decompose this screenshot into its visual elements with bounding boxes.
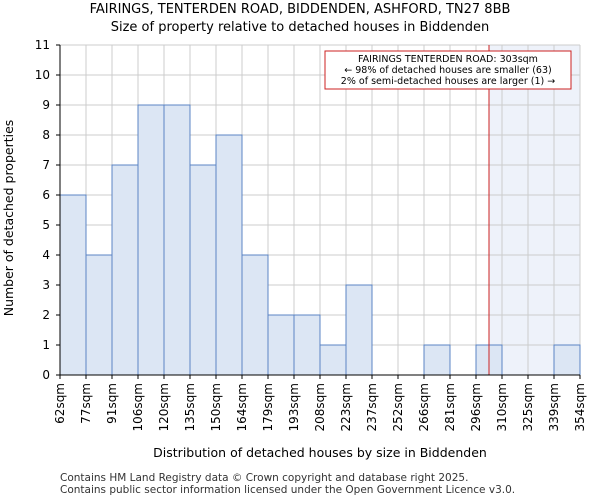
x-tick-label: 164sqm xyxy=(235,383,249,431)
x-tick-label: 281sqm xyxy=(443,383,457,431)
histogram-bar xyxy=(59,194,87,376)
histogram-bar xyxy=(241,254,269,376)
x-tick-label: 208sqm xyxy=(313,383,327,431)
x-tick-label: 77sqm xyxy=(79,383,93,424)
y-axis-label: Number of detached properties xyxy=(1,120,16,317)
histogram-bar xyxy=(293,314,321,376)
histogram-bar xyxy=(189,164,217,376)
y-tick-label: 0 xyxy=(42,368,50,382)
x-tick-label: 266sqm xyxy=(417,383,431,431)
annotation-box xyxy=(324,50,572,90)
y-tick-label: 2 xyxy=(42,308,50,322)
histogram-bar xyxy=(345,284,373,376)
x-tick-label: 120sqm xyxy=(157,383,171,431)
annotation-line: ← 98% of detached houses are smaller (63… xyxy=(344,65,551,76)
y-tick-label: 9 xyxy=(42,98,50,112)
chart-title: FAIRINGS, TENTERDEN ROAD, BIDDENDEN, ASH… xyxy=(89,2,511,17)
histogram-bar xyxy=(553,344,581,376)
chart-subtitle: Size of property relative to detached ho… xyxy=(110,20,490,35)
y-tick-label: 1 xyxy=(42,338,50,352)
highlight-region xyxy=(489,45,580,375)
x-tick-label: 106sqm xyxy=(131,383,145,431)
y-tick-label: 7 xyxy=(42,158,50,172)
histogram-bar xyxy=(215,134,243,376)
x-tick-label: 339sqm xyxy=(547,383,561,431)
y-tick-label: 4 xyxy=(42,248,50,262)
histogram-bar xyxy=(267,314,295,376)
footer-line-1: Contains HM Land Registry data © Crown c… xyxy=(60,472,469,484)
y-tick-label: 6 xyxy=(42,188,50,202)
x-tick-label: 252sqm xyxy=(391,383,405,431)
x-tick-label: 135sqm xyxy=(183,383,197,431)
histogram-bar xyxy=(85,254,113,376)
y-tick-label: 3 xyxy=(42,278,50,292)
x-tick-label: 354sqm xyxy=(573,383,587,431)
x-tick-label: 310sqm xyxy=(495,383,509,431)
x-tick-label: 223sqm xyxy=(339,383,353,431)
x-tick-label: 62sqm xyxy=(53,383,67,424)
histogram-bar xyxy=(137,104,165,376)
annotation-line: 2% of semi-detached houses are larger (1… xyxy=(341,76,555,87)
x-axis-label: Distribution of detached houses by size … xyxy=(153,445,487,460)
x-tick-label: 296sqm xyxy=(469,383,483,431)
y-tick-label: 11 xyxy=(35,38,50,52)
histogram-bar xyxy=(111,164,139,376)
x-tick-label: 193sqm xyxy=(287,383,301,431)
histogram-bar xyxy=(163,104,191,376)
x-tick-label: 325sqm xyxy=(521,383,535,431)
y-tick-label: 5 xyxy=(42,218,50,232)
y-tick-label: 8 xyxy=(42,128,50,142)
annotation-line: FAIRINGS TENTERDEN ROAD: 303sqm xyxy=(358,54,538,65)
y-tick-label: 10 xyxy=(35,68,50,82)
x-tick-label: 179sqm xyxy=(261,383,275,431)
histogram-bar xyxy=(423,344,451,376)
x-tick-label: 237sqm xyxy=(365,383,379,431)
x-tick-label: 91sqm xyxy=(105,383,119,424)
histogram-bar xyxy=(319,344,347,376)
footer-line-2: Contains public sector information licen… xyxy=(60,484,516,496)
x-tick-label: 150sqm xyxy=(209,383,223,431)
